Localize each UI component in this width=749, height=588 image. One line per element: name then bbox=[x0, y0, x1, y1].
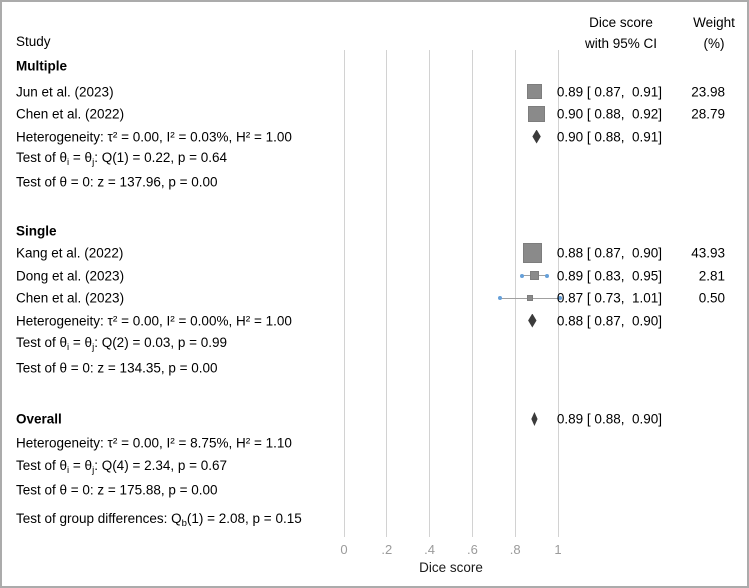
stat-text: Test of θi = θj: Q(4) = 2.34, p = 0.67 bbox=[16, 458, 227, 476]
text-run: = θ bbox=[69, 457, 93, 473]
text-run: Test of θ = 0: z = 175.88, p = 0.00 bbox=[16, 482, 218, 498]
text-run: Heterogeneity: τ² = 0.00, I² = 0.00%, H²… bbox=[16, 313, 292, 328]
weight-column-header-line1: Weight bbox=[693, 15, 735, 30]
group-label: Multiple bbox=[16, 58, 67, 74]
x-axis-title: Dice score bbox=[419, 560, 483, 575]
summary-diamond bbox=[531, 412, 538, 426]
x-tick-label: .8 bbox=[509, 542, 521, 557]
stat-text: Test of θ = 0: z = 134.35, p = 0.00 bbox=[16, 360, 218, 375]
overall-label: Overall bbox=[16, 411, 62, 427]
study-column-header: Study bbox=[16, 34, 51, 49]
x-tick-label: 1 bbox=[554, 542, 562, 557]
subscript: j bbox=[92, 157, 95, 168]
text-run: : Q(2) = 0.03, p = 0.99 bbox=[94, 335, 228, 350]
gridline-.8 bbox=[514, 50, 516, 537]
group-difference-text: Test of group differences: Qb(1) = 2.08,… bbox=[16, 511, 302, 529]
summary-diamond bbox=[532, 129, 541, 144]
study-marker-square bbox=[528, 105, 545, 123]
text-run: : Q(4) = 2.34, p = 0.67 bbox=[94, 457, 228, 473]
weight-value: 23.98 bbox=[691, 84, 725, 99]
study-label: Jun et al. (2023) bbox=[16, 84, 114, 99]
stat-text: Test of θi = θj: Q(1) = 0.22, p = 0.64 bbox=[16, 150, 227, 168]
text-run: Test of θ bbox=[16, 457, 68, 473]
text-run: : Q(1) = 0.22, p = 0.64 bbox=[94, 150, 228, 165]
gridline-.6 bbox=[471, 50, 473, 537]
heterogeneity-text: Heterogeneity: τ² = 0.00, I² = 0.00%, H²… bbox=[16, 313, 292, 328]
gridline-.2 bbox=[386, 50, 388, 537]
ci-cap-dot bbox=[498, 296, 503, 300]
subscript: i bbox=[67, 342, 70, 353]
subscript: b bbox=[181, 517, 187, 529]
subscript: j bbox=[92, 464, 95, 476]
summary-ci-value: 0.90 [ 0.88, 0.91] bbox=[556, 129, 662, 144]
summary-ci-value: 0.89 [ 0.88, 0.90] bbox=[556, 411, 662, 427]
text-run: Test of θ bbox=[16, 335, 68, 350]
text-run: Test of group differences: Q bbox=[16, 510, 182, 526]
ci-value: 0.90 [ 0.88, 0.92] bbox=[556, 106, 662, 122]
ci-value: 0.88 [ 0.87, 0.90] bbox=[556, 245, 662, 261]
gridline-.4 bbox=[429, 50, 431, 537]
x-tick-label: 0 bbox=[340, 542, 348, 557]
gridline-0 bbox=[343, 50, 345, 537]
x-tick-label: .6 bbox=[466, 542, 478, 557]
study-marker-square bbox=[522, 243, 542, 263]
ci-value: 0.89 [ 0.83, 0.95] bbox=[556, 268, 662, 283]
text-run: Heterogeneity: τ² = 0.00, I² = 8.75%, H²… bbox=[16, 435, 292, 451]
study-label: Chen et al. (2022) bbox=[16, 106, 125, 122]
study-label: Kang et al. (2022) bbox=[16, 245, 124, 261]
ci-column-header: Dice score with 95% CI bbox=[569, 12, 673, 54]
heterogeneity-text: Heterogeneity: τ² = 0.00, I² = 0.03%, H²… bbox=[16, 129, 292, 144]
ci-value: 0.89 [ 0.87, 0.91] bbox=[556, 84, 662, 99]
ci-column-header-line1: Dice score bbox=[589, 15, 653, 30]
ci-cap-dot bbox=[545, 273, 550, 278]
stat-text: Test of θi = θj: Q(2) = 0.03, p = 0.99 bbox=[16, 335, 227, 353]
text-run: Test of θ = 0: z = 137.96, p = 0.00 bbox=[16, 174, 218, 190]
ci-column-header-line2: with 95% CI bbox=[584, 36, 658, 51]
subscript: i bbox=[67, 157, 70, 168]
subscript: j bbox=[92, 342, 95, 353]
ci-cap-dot bbox=[519, 273, 524, 278]
ci-value: 0.87 [ 0.73, 1.01] bbox=[556, 290, 662, 306]
text-run: Test of θ = 0: z = 134.35, p = 0.00 bbox=[16, 360, 218, 375]
study-label: Dong et al. (2023) bbox=[16, 268, 125, 283]
text-run: = θ bbox=[69, 335, 93, 350]
stat-text: Heterogeneity: τ² = 0.00, I² = 8.75%, H²… bbox=[16, 436, 292, 451]
summary-diamond bbox=[528, 313, 537, 328]
study-label: Chen et al. (2023) bbox=[16, 290, 125, 306]
subscript: i bbox=[67, 464, 70, 476]
summary-ci-value: 0.88 [ 0.87, 0.90] bbox=[556, 313, 662, 328]
text-run: (1) = 2.08, p = 0.15 bbox=[186, 510, 302, 526]
weight-value: 28.79 bbox=[691, 106, 725, 122]
text-run: Heterogeneity: τ² = 0.00, I² = 0.03%, H²… bbox=[16, 129, 292, 144]
study-marker-square bbox=[526, 83, 543, 100]
text-run: Test of θ bbox=[16, 150, 68, 165]
stat-text: Test of θ = 0: z = 175.88, p = 0.00 bbox=[16, 483, 218, 498]
study-marker-square bbox=[530, 271, 539, 280]
ci-cap-dot bbox=[558, 296, 563, 300]
weight-value: 43.93 bbox=[691, 245, 725, 261]
weight-column-header-line2: (%) bbox=[703, 36, 725, 51]
weight-value: 0.50 bbox=[698, 290, 725, 306]
x-tick-label: .4 bbox=[424, 542, 436, 557]
text-run: = θ bbox=[69, 150, 93, 165]
gridline-1 bbox=[557, 50, 559, 537]
study-marker-square bbox=[527, 294, 534, 302]
weight-column-header: Weight (%) bbox=[676, 12, 749, 54]
weight-value: 2.81 bbox=[698, 268, 725, 283]
x-tick-label: .2 bbox=[381, 542, 393, 557]
stat-text: Test of θ = 0: z = 137.96, p = 0.00 bbox=[16, 175, 218, 190]
group-label: Single bbox=[16, 223, 57, 239]
